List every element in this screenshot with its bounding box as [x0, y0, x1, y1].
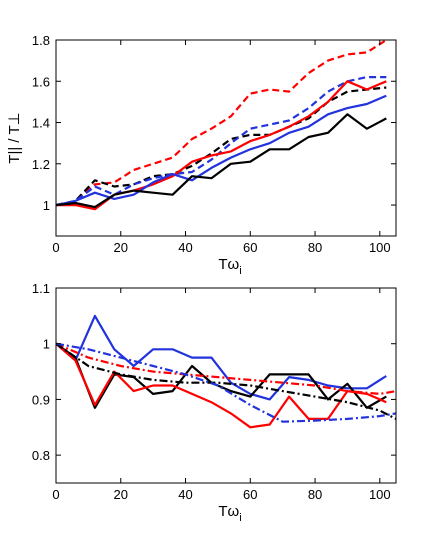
x-axis-label: Tωi: [218, 256, 241, 277]
y-tick-label: 1.1: [32, 281, 50, 296]
series-line-1: [56, 314, 387, 401]
x-tick-label: 60: [243, 240, 257, 255]
x-tick-label: 40: [178, 240, 192, 255]
x-tick-label: 20: [114, 487, 128, 502]
x-tick-label: 100: [369, 240, 391, 255]
chart-panel-1: 0 20 40 60 80 100 1 1.2 1.4 1.6 1.8 Tωi T|| / T⊥: [6, 33, 397, 277]
series-line-5: [56, 94, 387, 207]
x-tick-label: 0: [52, 487, 59, 502]
axes-frame: [55, 39, 397, 237]
series-line-3: [56, 75, 387, 207]
x-tick-label: 0: [52, 240, 59, 255]
series-line-4: [56, 342, 396, 395]
x-tick-label: 80: [308, 240, 322, 255]
chart-panel-2: 0 20 40 60 80 100 0.8 0.9 1 1.1 Tωi: [32, 281, 397, 524]
series-line-5: [56, 342, 396, 420]
series-group: [56, 40, 387, 211]
series-line-6: [56, 113, 387, 209]
y-axis-label: T|| / T⊥: [6, 112, 23, 163]
x-axis-label-main: Tω: [218, 503, 239, 520]
y-tick-label: 1: [43, 198, 50, 213]
y-tick-label: 1.6: [32, 74, 50, 89]
y-tick-label: 1.2: [32, 157, 50, 172]
series-line-6: [56, 342, 396, 423]
x-tick-label: 40: [178, 487, 192, 502]
series-line-2: [56, 86, 387, 207]
x-axis-label: Tωi: [218, 503, 241, 524]
x-tick-label: 100: [369, 487, 391, 502]
y-tick-label: 0.9: [32, 392, 50, 407]
series-line-1: [56, 40, 387, 207]
x-axis-label-sub: i: [239, 265, 241, 277]
x-axis-label-main: Tω: [218, 256, 239, 273]
x-tick-label: 80: [308, 487, 322, 502]
x-tick-label: 20: [114, 240, 128, 255]
x-tick-label: 60: [243, 487, 257, 502]
x-axis-label-sub: i: [239, 512, 241, 524]
y-tick-label: 1.8: [32, 33, 50, 48]
y-tick-label: 0.8: [32, 448, 50, 463]
series-line-3: [56, 342, 387, 429]
axes-frame: [55, 287, 397, 484]
series-group: [56, 314, 396, 429]
y-tick-label: 1: [43, 337, 50, 352]
y-tick-label: 1.4: [32, 116, 50, 131]
series-line-2: [56, 342, 387, 409]
